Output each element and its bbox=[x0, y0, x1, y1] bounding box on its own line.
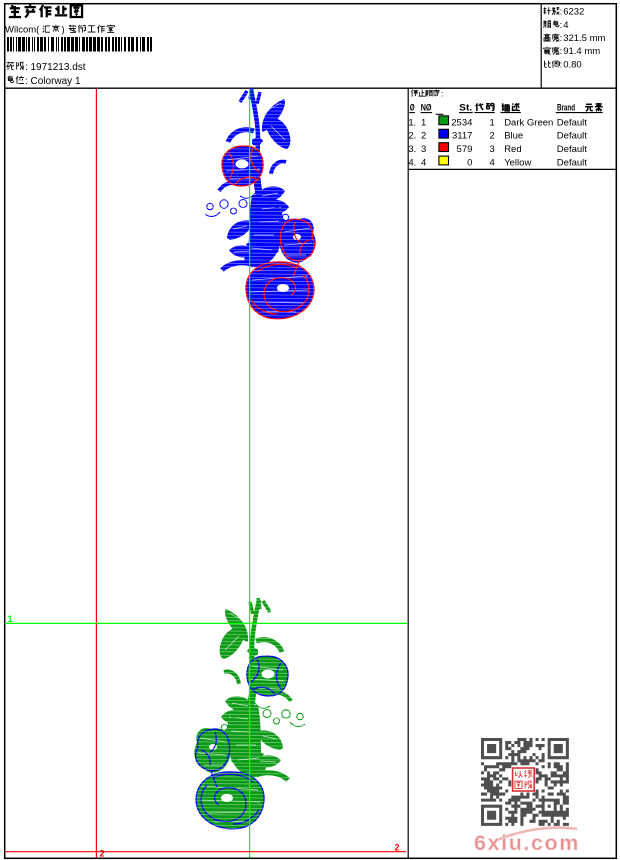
svg-text:3.: 3. bbox=[408, 144, 416, 155]
svg-text:Default: Default bbox=[557, 158, 587, 169]
svg-text::: : bbox=[560, 7, 563, 18]
svg-text:Red: Red bbox=[504, 144, 521, 155]
svg-text:St.: St. bbox=[459, 102, 472, 113]
svg-text:1971213.dst: 1971213.dst bbox=[31, 62, 86, 73]
svg-text:Default: Default bbox=[557, 117, 587, 128]
svg-text:6xiu.com: 6xiu.com bbox=[474, 831, 580, 855]
svg-text:Yellow: Yellow bbox=[504, 158, 531, 169]
svg-text:Colorway 1: Colorway 1 bbox=[31, 76, 81, 87]
svg-text:Wilcom(: Wilcom( bbox=[5, 25, 40, 36]
svg-text:321.5 mm: 321.5 mm bbox=[563, 33, 605, 44]
svg-text:): ) bbox=[62, 25, 65, 36]
svg-text:91.4 mm: 91.4 mm bbox=[563, 46, 600, 57]
svg-text:1: 1 bbox=[490, 117, 495, 128]
svg-text::: : bbox=[560, 33, 563, 44]
svg-text:Default: Default bbox=[557, 131, 587, 142]
svg-text:Blue: Blue bbox=[504, 131, 523, 142]
svg-text:4.: 4. bbox=[408, 158, 416, 169]
svg-text:6232: 6232 bbox=[563, 7, 584, 18]
svg-text:3: 3 bbox=[421, 144, 426, 155]
svg-text:3: 3 bbox=[490, 144, 495, 155]
svg-text:1: 1 bbox=[421, 117, 426, 128]
svg-text:4: 4 bbox=[490, 158, 495, 169]
svg-text:1.: 1. bbox=[408, 117, 416, 128]
svg-text:0.80: 0.80 bbox=[563, 60, 582, 71]
svg-text:2: 2 bbox=[395, 843, 400, 853]
svg-text:2.: 2. bbox=[408, 131, 416, 142]
svg-text:2: 2 bbox=[421, 131, 426, 142]
svg-text:NØ: NØ bbox=[421, 102, 432, 113]
svg-text:Brand: Brand bbox=[557, 102, 575, 113]
svg-text:Default: Default bbox=[557, 144, 587, 155]
svg-text:579: 579 bbox=[457, 144, 473, 155]
svg-text:2: 2 bbox=[100, 849, 105, 859]
svg-text:2534: 2534 bbox=[451, 117, 472, 128]
svg-text:Dark Green: Dark Green bbox=[504, 117, 553, 128]
svg-text:0: 0 bbox=[467, 158, 472, 169]
svg-text:4: 4 bbox=[421, 158, 426, 169]
svg-text::: : bbox=[560, 46, 563, 57]
svg-text::: : bbox=[25, 62, 28, 73]
svg-text:3117: 3117 bbox=[452, 131, 472, 142]
svg-text:2: 2 bbox=[490, 131, 495, 142]
svg-text:Ø: Ø bbox=[410, 102, 415, 112]
svg-text:1: 1 bbox=[8, 614, 13, 624]
svg-text::: : bbox=[25, 76, 28, 87]
svg-text::: : bbox=[560, 60, 563, 71]
svg-text::: : bbox=[560, 20, 563, 31]
svg-text:4: 4 bbox=[563, 20, 568, 31]
svg-text::: : bbox=[441, 89, 443, 99]
